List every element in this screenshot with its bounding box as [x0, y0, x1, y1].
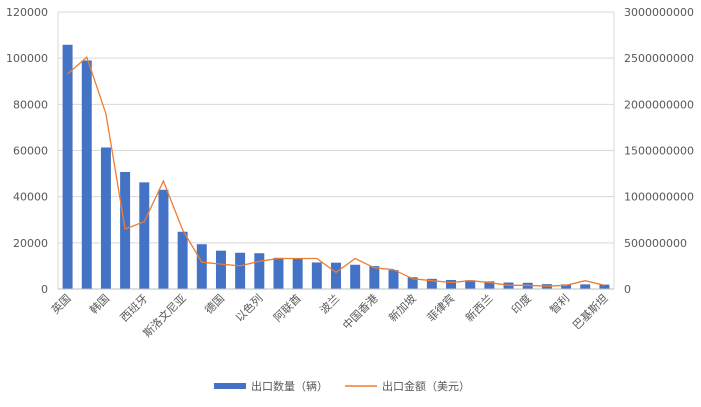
x-category-label: 印度 [508, 291, 533, 316]
x-category-label: 中国香港 [340, 292, 380, 332]
x-category-label: 英国 [48, 291, 73, 316]
y-left-tick-label: 40000 [13, 191, 48, 204]
x-category-label: 德国 [202, 291, 227, 316]
x-category-label: 新加坡 [386, 291, 419, 324]
bar [599, 284, 610, 289]
bar [311, 262, 322, 289]
legend: 出口数量（辆） 出口金额（美元） [214, 379, 470, 393]
x-category-label: 以色列 [232, 291, 265, 324]
bar [561, 284, 572, 289]
y-right-tick-label: 1000000000 [624, 191, 694, 204]
bar [426, 278, 437, 289]
y-right-tick-label: 1500000000 [624, 145, 694, 158]
bar [215, 250, 226, 289]
gridlines [58, 11, 614, 244]
y-left-tick-label: 60000 [13, 145, 48, 158]
legend-label-quantity: 出口数量（辆） [251, 379, 328, 393]
y-right-tick-label: 0 [624, 283, 631, 296]
bar [369, 266, 380, 289]
bar [331, 262, 341, 289]
bar [139, 182, 150, 289]
bar [446, 279, 457, 289]
bar [81, 60, 92, 289]
x-category-label: 阿联酋 [271, 291, 304, 324]
x-category-label: 巴基斯坦 [570, 291, 611, 332]
bar-series-quantity [62, 44, 610, 289]
y-axis-left-ticks: 0 20000 40000 60000 80000 100000 120000 [6, 6, 48, 296]
x-category-label: 波兰 [317, 292, 342, 317]
bar [62, 44, 73, 289]
y-left-tick-label: 0 [41, 283, 48, 296]
y-right-tick-label: 500000000 [624, 237, 687, 250]
bar [235, 252, 246, 289]
y-axis-right-ticks: 0 500000000 1000000000 1500000000 2000000000… [624, 6, 694, 296]
bar [407, 277, 418, 289]
bar [484, 281, 495, 289]
y-left-tick-label: 20000 [13, 237, 48, 250]
bar [273, 257, 284, 289]
y-right-tick-label: 3000000000 [624, 6, 694, 19]
bar [158, 189, 169, 289]
x-category-label: 智利 [547, 291, 572, 316]
bar [196, 244, 207, 289]
bar [292, 258, 303, 289]
x-category-label: 菲律宾 [424, 291, 457, 324]
legend-label-amount: 出口金额（美元） [382, 379, 470, 393]
line-path [67, 56, 605, 287]
bar [120, 171, 131, 289]
x-category-label: 西班牙 [118, 292, 151, 325]
bar [177, 231, 188, 289]
y-left-tick-label: 120000 [6, 6, 48, 19]
x-category-label: 韩国 [87, 291, 112, 316]
line-series-amount [67, 56, 605, 287]
y-left-tick-label: 80000 [13, 98, 48, 111]
y-left-tick-label: 100000 [6, 52, 48, 65]
bar [254, 253, 265, 289]
y-right-tick-label: 2000000000 [624, 98, 694, 111]
bar [350, 264, 361, 289]
bar [465, 280, 476, 289]
bar [388, 270, 399, 289]
axes [57, 12, 615, 290]
legend-swatch-quantity [214, 383, 246, 389]
y-right-tick-label: 2500000000 [624, 52, 694, 65]
bar [580, 284, 591, 289]
bar [100, 147, 111, 289]
x-category-label: 新西兰 [462, 291, 495, 324]
